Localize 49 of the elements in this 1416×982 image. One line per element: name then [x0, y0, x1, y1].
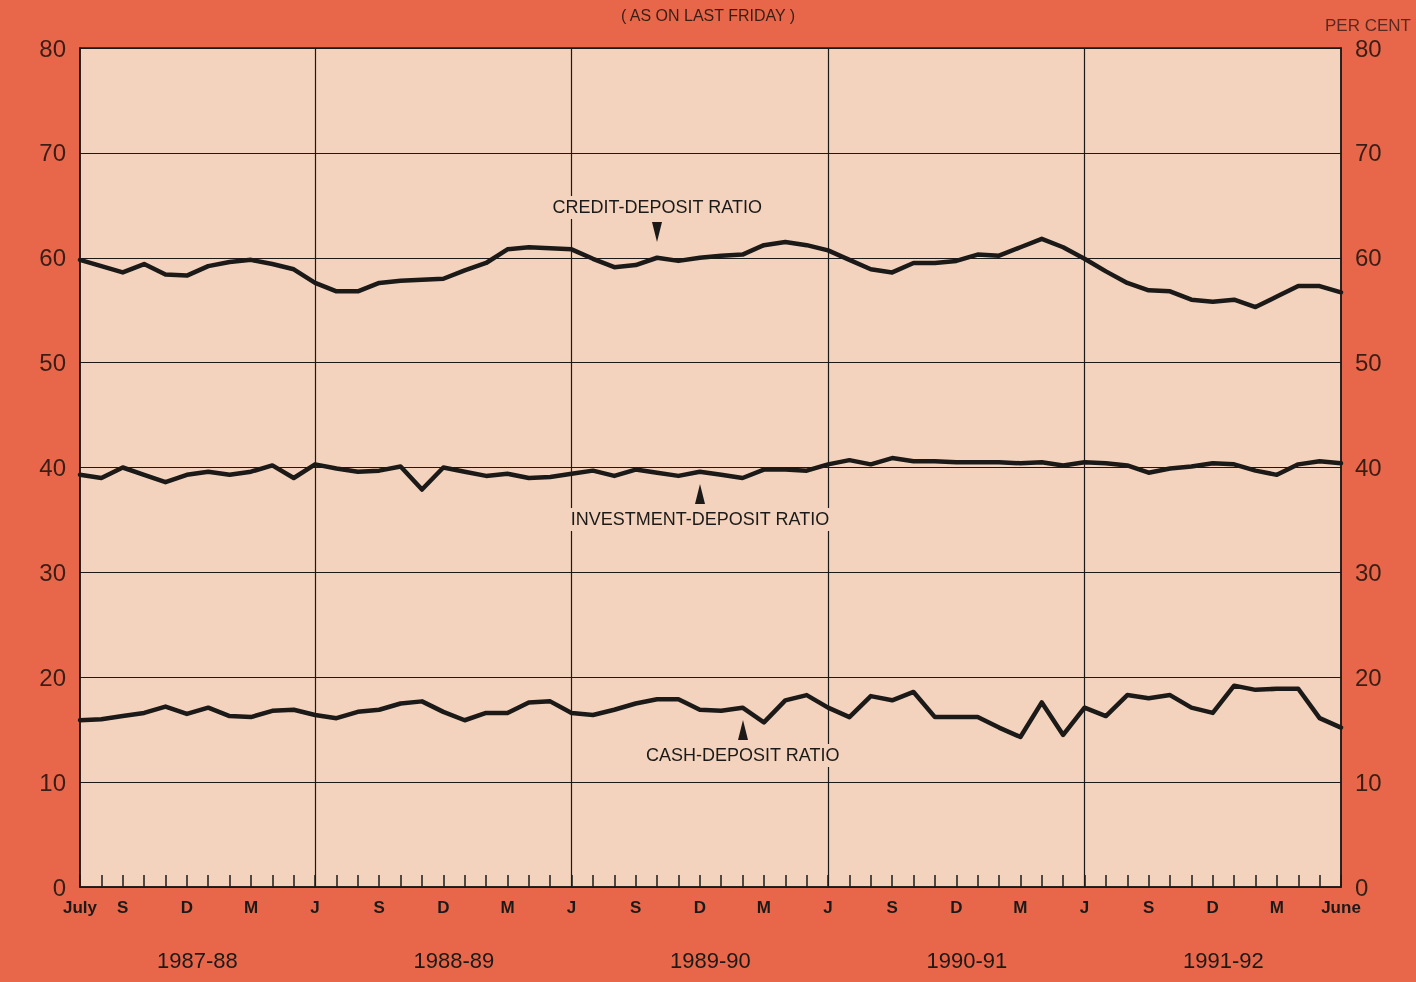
- y2-tick-label: 80: [1355, 34, 1382, 62]
- x-tick-label: S: [373, 898, 385, 917]
- x-tick-label: M: [1013, 898, 1028, 917]
- text: 1990-91: [926, 948, 1008, 974]
- y-tick-label: 0: [52, 873, 66, 901]
- y-tick-label: 80: [39, 34, 66, 62]
- text: 1989-90: [670, 948, 751, 974]
- x-tick-label: D: [180, 898, 194, 917]
- x-tick-label: June: [1321, 898, 1361, 917]
- legend-label: CASH-DEPOSIT RATIO: [643, 743, 843, 767]
- x-tick-label: July: [62, 898, 98, 917]
- y2-tick-label: 70: [1355, 139, 1382, 167]
- y-tick-label: 60: [39, 244, 66, 272]
- y-tick-label: 20: [39, 663, 66, 691]
- x-tick-label: D: [950, 898, 963, 917]
- x-tick-label: S: [630, 898, 642, 917]
- y2-tick-label: 40: [1355, 454, 1382, 481]
- x-tick-label: J: [310, 898, 320, 917]
- y2-tick-label: 20: [1355, 663, 1382, 691]
- x-tick-label: M: [756, 898, 772, 917]
- x-tick-label: J: [566, 898, 577, 917]
- y-tick-label: 70: [39, 139, 66, 167]
- x-tick-label: S: [117, 898, 129, 917]
- x-tick-label: D: [693, 898, 706, 917]
- y-tick-label: 40: [39, 454, 66, 481]
- y2-tick-label: 30: [1355, 558, 1382, 586]
- series-label: CREDIT-DEPOSIT RATIO: [549, 195, 765, 219]
- chart-subtitle: ( AS ON LAST FRIDAY ): [620, 6, 796, 24]
- x-tick-label: S: [1142, 898, 1155, 917]
- x-tick-label: M: [1269, 898, 1284, 917]
- y-tick-label: 30: [39, 558, 66, 586]
- y-tick-label: 10: [39, 768, 66, 796]
- y2-axis-title: PER CENT: [1325, 16, 1411, 35]
- text: 1988-89: [413, 948, 495, 974]
- x-tick-label: M: [243, 898, 259, 917]
- legend-label: INVESTMENT-DEPOSIT RATIO: [567, 507, 833, 531]
- y2-tick-label: 10: [1355, 768, 1382, 796]
- x-tick-label: S: [886, 898, 898, 917]
- y-tick-label: 50: [39, 349, 66, 377]
- x-tick-label: D: [1206, 898, 1219, 917]
- y2-tick-label: 60: [1355, 244, 1382, 272]
- x-tick-label: J: [1079, 898, 1090, 917]
- x-tick-label: J: [823, 898, 833, 917]
- text: 1987-88: [157, 948, 238, 974]
- x-tick-label: D: [437, 898, 450, 917]
- y2-tick-label: 0: [1355, 873, 1369, 901]
- text: 1991-92: [1182, 948, 1264, 974]
- y2-tick-label: 50: [1355, 349, 1382, 377]
- x-tick-label: M: [500, 898, 515, 917]
